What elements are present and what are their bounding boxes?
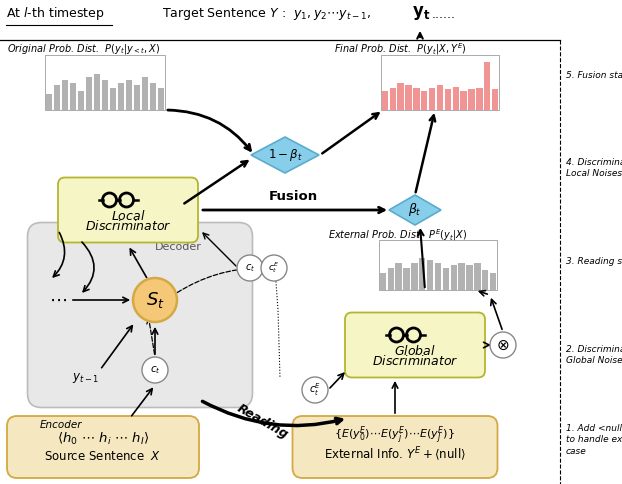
Text: $c_t^E$: $c_t^E$: [268, 260, 280, 275]
Text: Reading: Reading: [235, 402, 291, 442]
Bar: [437, 85, 443, 110]
Bar: [492, 89, 498, 110]
Bar: [53, 85, 60, 110]
Circle shape: [490, 332, 516, 358]
Text: $\{E(y_0^E)\cdots E(y_j^E)\cdots E(y_J^E)\}$: $\{E(y_0^E)\cdots E(y_j^E)\cdots E(y_J^E…: [335, 425, 455, 447]
Text: $\cdots$: $\cdots$: [49, 291, 67, 309]
Text: $\it{Local}$: $\it{Local}$: [111, 209, 146, 223]
FancyBboxPatch shape: [345, 313, 485, 378]
Text: $\mathbf{y_t}$: $\mathbf{y_t}$: [412, 4, 430, 22]
FancyBboxPatch shape: [7, 416, 199, 478]
Bar: [381, 55, 499, 110]
Bar: [445, 89, 451, 110]
Text: $\it{Global}$: $\it{Global}$: [394, 344, 436, 358]
Bar: [142, 77, 148, 110]
Bar: [379, 240, 497, 290]
Text: Final Prob. Dist.  $P(y_t|X, Y^E)$: Final Prob. Dist. $P(y_t|X, Y^E)$: [334, 41, 466, 57]
Text: $\it{Discriminator}$: $\it{Discriminator}$: [372, 354, 458, 368]
Bar: [158, 88, 164, 110]
Circle shape: [133, 278, 177, 322]
Polygon shape: [389, 195, 441, 225]
Text: Target Sentence $Y$ :  $y_1, y_2 \cdots y_{t-1}$,: Target Sentence $Y$ : $y_1, y_2 \cdots y…: [162, 6, 371, 22]
Bar: [78, 91, 84, 110]
Bar: [427, 260, 434, 290]
Bar: [476, 88, 483, 110]
Bar: [413, 88, 420, 110]
Bar: [450, 265, 457, 290]
Bar: [490, 272, 496, 290]
Bar: [46, 93, 52, 110]
Bar: [388, 268, 394, 290]
FancyBboxPatch shape: [292, 416, 498, 478]
Text: Decoder: Decoder: [154, 242, 202, 252]
Text: 5. Fusion stage: 5. Fusion stage: [566, 71, 622, 79]
Bar: [482, 270, 488, 290]
Bar: [389, 88, 396, 110]
Text: $c_t$: $c_t$: [150, 364, 160, 376]
FancyBboxPatch shape: [27, 223, 253, 408]
Bar: [118, 82, 124, 110]
Bar: [62, 80, 68, 110]
Bar: [403, 268, 410, 290]
Bar: [458, 262, 465, 290]
Text: $\otimes$: $\otimes$: [496, 337, 509, 352]
Bar: [94, 74, 100, 110]
Text: Fusion: Fusion: [269, 190, 318, 202]
Bar: [396, 262, 402, 290]
Bar: [453, 87, 459, 110]
Bar: [379, 272, 386, 290]
Circle shape: [237, 255, 263, 281]
Bar: [70, 82, 77, 110]
Bar: [382, 91, 388, 110]
Bar: [466, 265, 473, 290]
Text: 2. Discriminate
Global Noises: 2. Discriminate Global Noises: [566, 345, 622, 365]
Bar: [435, 262, 441, 290]
FancyBboxPatch shape: [58, 178, 198, 242]
Bar: [406, 85, 412, 110]
Text: Encoder: Encoder: [40, 420, 83, 430]
Circle shape: [142, 357, 168, 383]
Text: External Prob. Dist.  $P^E(y_t|X)$: External Prob. Dist. $P^E(y_t|X)$: [328, 227, 467, 243]
Text: 1. Add <null> token
to handle extreme
case: 1. Add <null> token to handle extreme ca…: [566, 424, 622, 456]
Text: $1-\beta_t$: $1-\beta_t$: [267, 147, 302, 163]
Bar: [484, 61, 490, 110]
Bar: [411, 262, 417, 290]
Text: $c_t$: $c_t$: [245, 262, 255, 274]
Bar: [45, 55, 165, 110]
Circle shape: [302, 377, 328, 403]
Text: 3. Reading stage: 3. Reading stage: [566, 257, 622, 267]
Circle shape: [261, 255, 287, 281]
Bar: [126, 80, 132, 110]
Bar: [150, 82, 156, 110]
Text: Original Prob. Dist.  $P(y_t|y_{<t}, X)$: Original Prob. Dist. $P(y_t|y_{<t}, X)$: [7, 42, 160, 56]
Bar: [443, 268, 449, 290]
Bar: [419, 257, 425, 290]
Text: $y_{t-1}$: $y_{t-1}$: [73, 371, 100, 385]
Bar: [109, 88, 116, 110]
Text: $\it{Discriminator}$: $\it{Discriminator}$: [85, 219, 171, 233]
Bar: [102, 80, 108, 110]
Text: External Info. $Y^E+\langle\mathrm{null}\rangle$: External Info. $Y^E+\langle\mathrm{null}…: [324, 445, 466, 463]
Text: Source Sentence  $X$: Source Sentence $X$: [44, 450, 162, 463]
Bar: [421, 91, 427, 110]
Text: $\beta_t$: $\beta_t$: [408, 201, 422, 218]
Text: $S_t$: $S_t$: [146, 290, 164, 310]
Bar: [468, 89, 475, 110]
Bar: [429, 88, 435, 110]
Text: 4. Discriminate
Local Noises: 4. Discriminate Local Noises: [566, 158, 622, 179]
Text: $c_t^E$: $c_t^E$: [309, 381, 321, 398]
Text: At $\it{l}$-th timestep: At $\it{l}$-th timestep: [6, 5, 104, 22]
Polygon shape: [251, 137, 319, 173]
Text: ......: ......: [432, 7, 456, 20]
Bar: [134, 85, 141, 110]
Text: $\langle h_0\ \cdots\ h_i\ \cdots\ h_I \rangle$: $\langle h_0\ \cdots\ h_i\ \cdots\ h_I \…: [57, 431, 149, 447]
Bar: [474, 262, 481, 290]
Bar: [397, 82, 404, 110]
Bar: [460, 91, 467, 110]
Bar: [86, 77, 92, 110]
